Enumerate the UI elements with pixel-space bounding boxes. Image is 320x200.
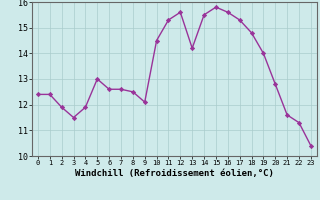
X-axis label: Windchill (Refroidissement éolien,°C): Windchill (Refroidissement éolien,°C) [75, 169, 274, 178]
